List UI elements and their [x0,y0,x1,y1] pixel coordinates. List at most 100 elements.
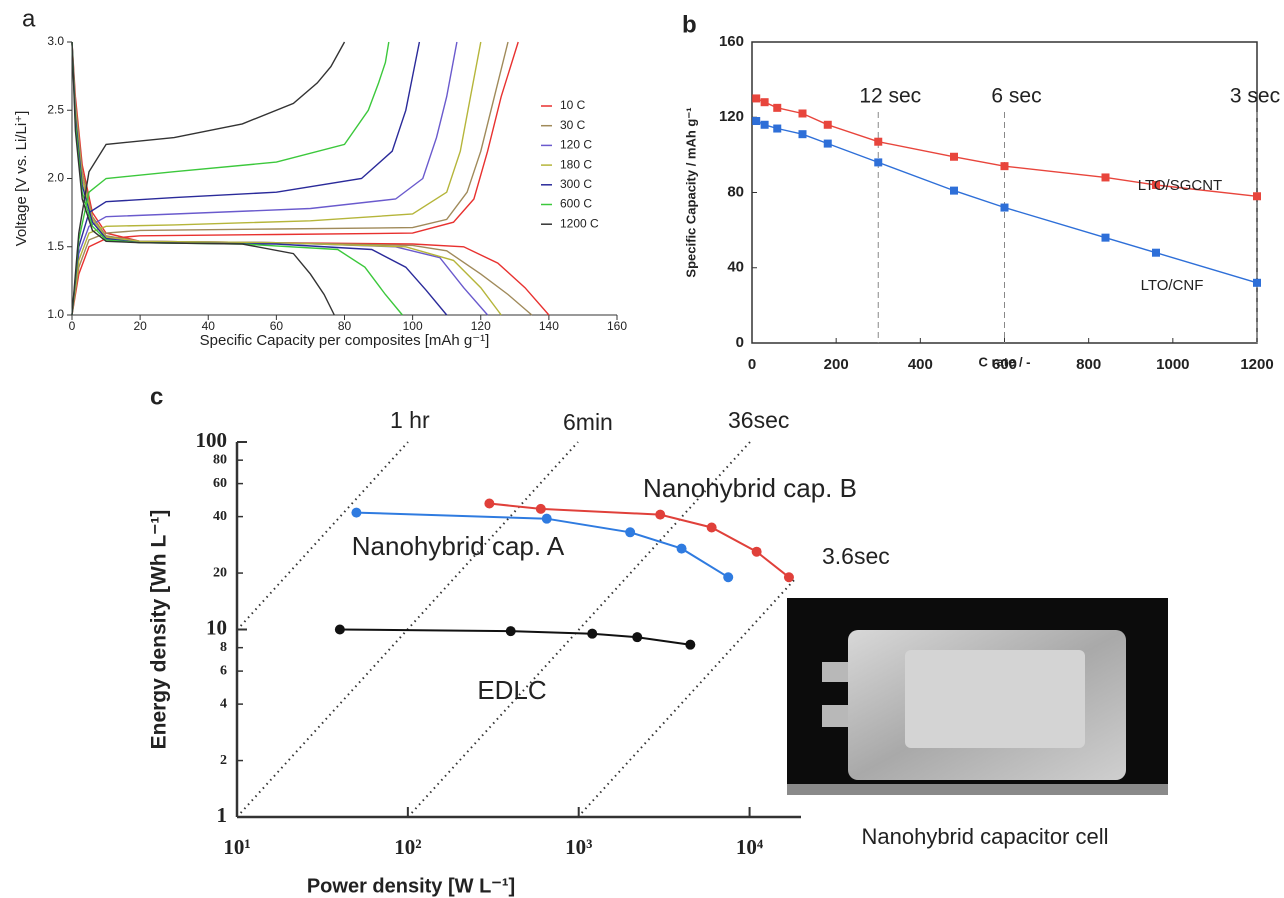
y-tick-label: 100 [196,428,228,452]
legend-label: 600 C [560,197,592,211]
y-tick-label: 2.0 [47,171,64,185]
x-tick-label: 10² [394,835,421,859]
legend-label: 300 C [560,177,592,191]
annotation: 12 sec [859,85,921,108]
marker [685,639,696,650]
y-tick-label: 1.5 [47,239,64,253]
time-label: 6min [563,409,613,435]
series-line [71,41,502,316]
marker [1152,248,1160,257]
marker [950,152,958,161]
y-tick-label: 40 [727,259,744,276]
y-minor-tick-label: 20 [213,565,227,580]
marker [334,624,345,635]
x-tick-label: 40 [202,319,216,333]
series-label: Nanohybrid cap. B [643,473,857,503]
y-tick-label: 80 [727,183,744,200]
x-tick-label: 140 [539,319,559,333]
time-line [407,441,751,818]
marker [751,546,762,557]
y-tick-label: 3.0 [47,34,64,48]
time-label: 3.6sec [822,543,890,569]
marker [874,158,883,167]
marker [823,120,832,129]
x-tick-label: 60 [270,319,284,333]
marker [773,103,782,112]
marker [823,139,832,148]
panel-label: c [150,383,163,410]
marker [783,572,794,583]
cell-photo [787,598,1168,795]
y-axis-label: Energy density [Wh L⁻¹] [148,510,171,750]
marker [541,513,552,524]
series-line [71,41,448,316]
marker [773,124,782,133]
time-label: 1 hr [390,407,430,433]
series-line [71,41,533,316]
y-tick-label: 120 [719,108,744,125]
time-label: 36sec [728,407,789,433]
y-minor-tick-label: 40 [213,509,227,524]
x-tick-label: 20 [133,319,147,333]
marker [798,109,807,118]
series-label: EDLC [477,675,546,705]
panel-label: b [682,11,697,38]
x-tick-label: 10¹ [223,835,250,859]
y-tick-label: 1 [217,803,228,827]
y-tick-label: 2.5 [47,102,64,116]
x-tick-label: 200 [824,356,849,373]
y-tick-label: 1.0 [47,307,64,321]
y-tick-label: 160 [719,33,744,50]
y-minor-tick-label: 60 [213,476,227,491]
photo-caption: Nanohybrid capacitor cell [861,824,1108,849]
y-axis-label: Specific Capacity / mAh g⁻¹ [683,107,698,277]
series-line [489,502,790,578]
legend-label: 180 C [560,157,592,171]
x-tick-label: 1000 [1156,356,1189,373]
marker [632,632,643,643]
marker [752,117,761,126]
x-tick-label: 0 [748,356,756,373]
marker [760,98,769,107]
marker [723,572,734,583]
legend-label: 10 C [560,98,586,112]
panel-label: a [22,5,36,32]
legend-label: 1200 C [560,216,599,230]
legend-label: 30 C [560,118,586,132]
annotation: 3 sec [1230,85,1280,108]
x-tick-label: 800 [1076,356,1101,373]
marker [798,130,807,139]
y-tick-label: 0 [736,334,744,351]
marker [587,628,598,639]
marker [625,527,636,538]
marker [760,120,769,129]
series-label: LTO/SGCNT [1138,177,1222,194]
x-tick-label: 400 [908,356,933,373]
y-minor-tick-label: 2 [220,753,227,768]
legend-label: 120 C [560,138,592,152]
marker [655,509,666,520]
marker [1101,173,1110,182]
marker [1253,278,1261,287]
x-tick-label: 160 [607,319,627,333]
time-line [236,441,409,631]
marker [874,137,883,146]
x-tick-label: 0 [69,319,76,333]
y-axis-label: Voltage [V vs. Li/Li⁺] [13,111,30,247]
marker [752,94,761,103]
x-axis-label: C rate / - [978,354,1030,369]
x-tick-label: 120 [471,319,491,333]
x-tick-label: 10³ [565,835,592,859]
marker [950,186,958,195]
x-tick-label: 80 [338,319,352,333]
marker [1101,233,1110,242]
x-tick-label: 1200 [1240,356,1273,373]
x-tick-label: 10⁴ [736,835,764,859]
x-tick-label: 100 [403,319,423,333]
marker [535,503,546,514]
time-line [577,578,796,818]
marker [1152,180,1160,189]
marker [351,507,362,518]
marker [676,543,687,554]
